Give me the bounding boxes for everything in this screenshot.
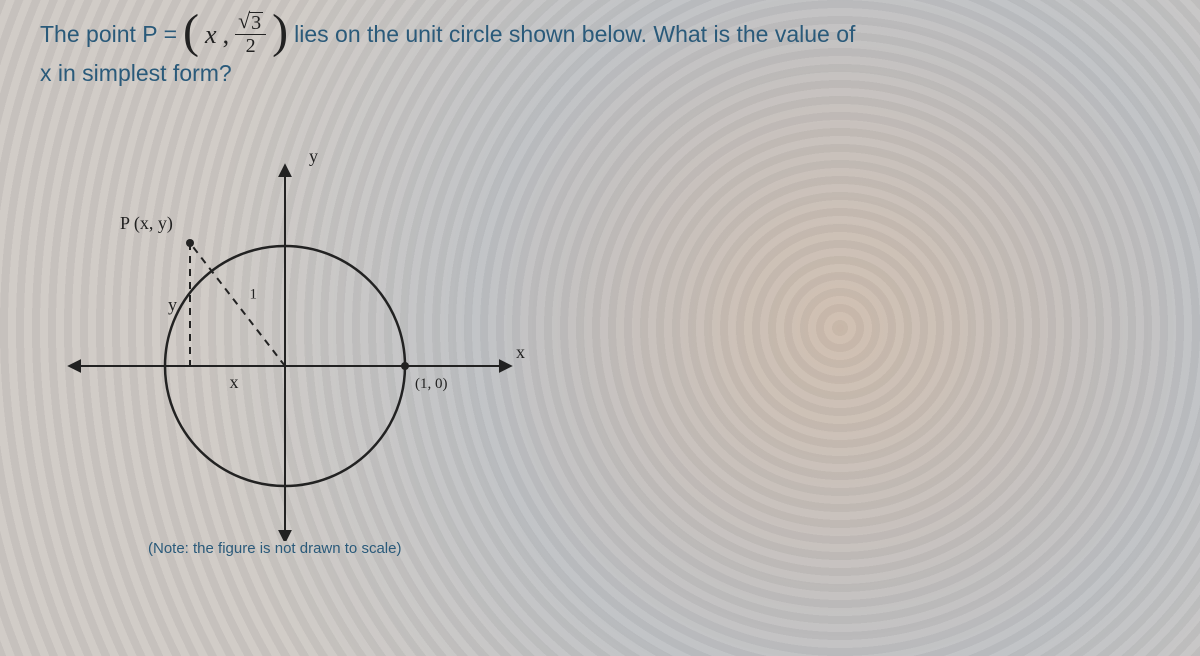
denominator: 2 xyxy=(246,35,256,56)
figure-svg: y x P (x, y) 1 x y (1, 0) xyxy=(50,121,550,541)
question-mid: lies on the unit circle shown below. Wha… xyxy=(294,17,855,52)
sqrt-expr: √ 3 xyxy=(238,12,263,33)
fraction: √ 3 2 xyxy=(235,12,266,56)
svg-text:1: 1 xyxy=(250,286,258,302)
svg-text:P (x, y): P (x, y) xyxy=(120,213,173,234)
svg-text:y: y xyxy=(309,146,318,166)
radicand: 3 xyxy=(249,12,263,33)
question-prefix: The point P = xyxy=(40,17,177,52)
coord-x-var: x xyxy=(205,15,217,54)
figure-note: (Note: the figure is not drawn to scale) xyxy=(148,538,401,561)
unit-circle-figure: y x P (x, y) 1 x y (1, 0) (Note: the figure is… xyxy=(50,121,550,561)
svg-text:(1, 0): (1, 0) xyxy=(415,376,448,392)
question-line-2: x in simplest form? xyxy=(40,56,1170,91)
svg-text:x: x xyxy=(516,342,525,362)
coord-comma: , xyxy=(223,15,230,54)
svg-text:x: x xyxy=(230,372,239,392)
question-line-1: The point P = ( x , √ 3 2 ) lies on the … xyxy=(40,12,1170,56)
svg-text:y: y xyxy=(168,294,177,314)
question-block: The point P = ( x , √ 3 2 ) lies on the … xyxy=(0,0,1200,561)
